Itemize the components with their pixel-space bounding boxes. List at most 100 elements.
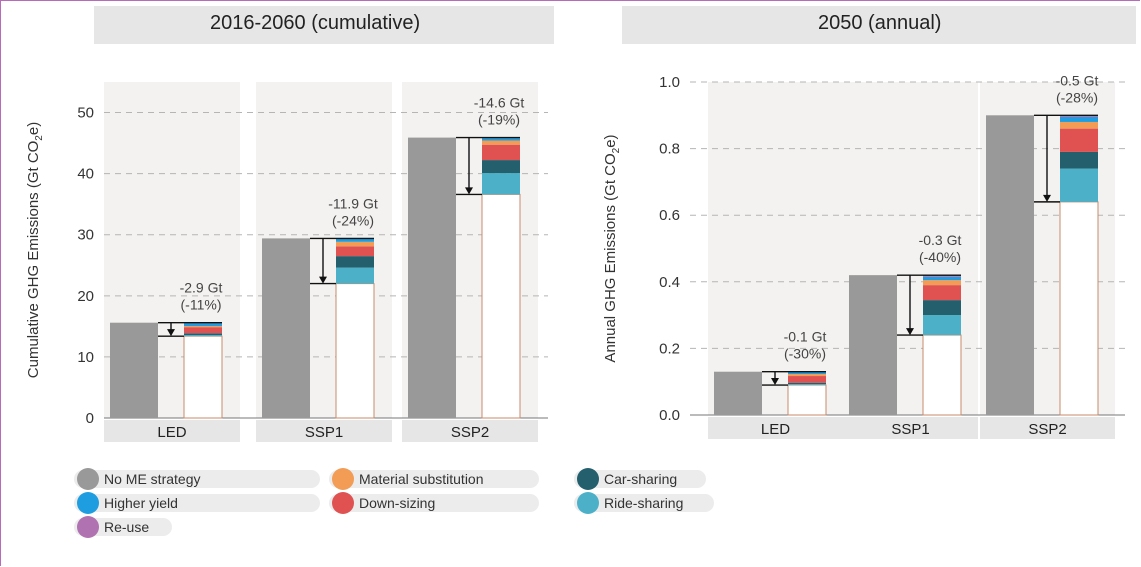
- legend-label-ride-sharing: Ride-sharing: [604, 495, 684, 511]
- panel1-y-tick-label: 20: [77, 288, 94, 305]
- panel2-bar-no-me-strategy-ssp1: [849, 275, 897, 415]
- panel1-annotation-percent-ssp2: (-19%): [478, 112, 520, 128]
- panel1-bar-material-substitution-ssp1: [336, 241, 374, 247]
- panel2-bar-ride-sharing-led: [788, 384, 826, 386]
- panel1-bar-ride-sharing-ssp2: [482, 173, 520, 195]
- panel2-bar-car-sharing-led: [788, 382, 826, 385]
- panel2-bar-ride-sharing-ssp2: [1060, 168, 1098, 202]
- panel1-bar-higher-yield-ssp2: [482, 138, 520, 141]
- panel2-bar-higher-yield-led: [788, 372, 826, 375]
- panel2-bar-car-sharing-ssp1: [923, 300, 961, 316]
- left-title-bar: [94, 6, 554, 44]
- panel1-y-tick-label: 10: [77, 349, 94, 366]
- panel1-bar-down-sizing-led: [184, 327, 222, 334]
- panel1-annotation-percent-led: (-11%): [181, 297, 222, 313]
- panel2-annotation-amount-ssp2: -0.5 Gt: [1056, 72, 1099, 88]
- panel2-y-tick-label: 0.4: [659, 274, 680, 291]
- legend-label-higher-yield: Higher yield: [104, 495, 178, 511]
- legend-item-down-sizing: Down-sizing: [329, 492, 539, 514]
- panel2-annotation-amount-ssp1: -0.3 Gt: [919, 232, 962, 248]
- panel2-reduction-arrowhead-ssp1: [906, 328, 914, 336]
- panel1-annotation-amount-ssp1: -11.9 Gt: [328, 195, 378, 211]
- panel1-bar-down-sizing-ssp1: [336, 246, 374, 257]
- panel1-bar-remaining-ssp2: [481, 193, 521, 419]
- panel2-annotation-percent-ssp2: (-28%): [1056, 89, 1098, 105]
- panel2-y-tick-label: 1.0: [659, 74, 680, 91]
- panel1-bar-higher-yield-led: [184, 323, 222, 327]
- panel1-bar-material-substitution-ssp2: [482, 140, 520, 145]
- panel1-bar-car-sharing-ssp2: [482, 160, 520, 174]
- panel1-y-axis-label: Cumulative GHG Emissions (Gt CO2e): [25, 122, 45, 378]
- panel2-category-band-led: [708, 417, 843, 439]
- panel2-bar-material-substitution-ssp1: [923, 280, 961, 286]
- panel1-bar-car-sharing-ssp1: [336, 256, 374, 268]
- panel2-bar-material-substitution-ssp2: [1060, 121, 1098, 129]
- panel2-bar-down-sizing-led: [788, 376, 826, 383]
- left-panel-title: 2016-2060 (cumulative): [210, 12, 421, 34]
- panel2-bar-remaining-ssp2: [1059, 201, 1099, 416]
- panel2-bar-re-use-ssp1: [923, 275, 961, 277]
- panel2-reduction-arrowhead-ssp2: [1043, 194, 1051, 202]
- panel1-x-tick-label-led: LED: [157, 424, 186, 441]
- legend-swatch-higher-yield: [77, 492, 99, 514]
- panel2-y-tick-label: 0.2: [659, 340, 680, 357]
- panel1-annotation-amount-led: -2.9 Gt: [180, 280, 223, 296]
- panel2-bar-car-sharing-ssp2: [1060, 151, 1098, 169]
- panel1-category-band-ssp2: [402, 420, 538, 442]
- panel2-bar-down-sizing-ssp1: [923, 285, 961, 301]
- panel2-bar-material-substitution-led: [788, 374, 826, 377]
- legend-item-car-sharing: Car-sharing: [574, 468, 706, 490]
- panel2-bar-down-sizing-ssp2: [1060, 128, 1098, 152]
- panel1-bar-ride-sharing-led: [184, 335, 222, 337]
- panel1-category-band-led: [104, 420, 240, 442]
- panel1-bar-remaining-ssp1: [335, 283, 375, 419]
- panel2-x-tick-label-led: LED: [761, 421, 790, 438]
- legend-swatch-no-me-strategy: [77, 468, 99, 490]
- panel2-bar-higher-yield-ssp1: [923, 276, 961, 281]
- panel1-bar-higher-yield-ssp1: [336, 238, 374, 242]
- panel2-category-band-ssp2: [980, 417, 1115, 439]
- panel2-y-axis-label: Annual GHG Emissions (Gt CO2e): [602, 134, 622, 362]
- legend-item-ride-sharing: Ride-sharing: [574, 492, 714, 514]
- panel1-annotation-amount-ssp2: -14.6 Gt: [474, 95, 525, 111]
- panel1-bar-car-sharing-led: [184, 333, 222, 336]
- panel1-bar-ride-sharing-ssp1: [336, 267, 374, 284]
- panel2-annotation-percent-ssp1: (-40%): [919, 249, 961, 265]
- legend-swatch-ride-sharing: [577, 492, 599, 514]
- right-title-bar: [622, 6, 1136, 44]
- legend-label-down-sizing: Down-sizing: [359, 495, 436, 511]
- legend-item-material-substitution: Material substitution: [329, 468, 539, 490]
- legend-item-re-use: Re-use: [74, 516, 172, 538]
- panel2-y-tick-label: 0.8: [659, 141, 680, 158]
- panel2-annotation-amount-led: -0.1 Gt: [784, 329, 827, 345]
- legend-swatch-down-sizing: [332, 492, 354, 514]
- panel1-bar-no-me-strategy-led: [110, 322, 158, 418]
- panel2-y-tick-label: 0.0: [659, 407, 680, 424]
- panel2-bar-no-me-strategy-led: [714, 371, 762, 415]
- panel2-annotation-percent-led: (-30%): [784, 346, 826, 362]
- panel2-bar-remaining-ssp1: [922, 334, 962, 416]
- panel2-bar-ride-sharing-ssp1: [923, 315, 961, 336]
- panel2-bg-led: [708, 82, 843, 415]
- panel1-y-tick-label: 40: [77, 166, 94, 183]
- legend-swatch-re-use: [77, 516, 99, 538]
- panel1-y-tick-label: 0: [86, 410, 94, 427]
- legend-label-re-use: Re-use: [104, 519, 150, 535]
- panel2-bar-higher-yield-ssp2: [1060, 116, 1098, 122]
- panel1-x-tick-label-ssp1: SSP1: [305, 424, 343, 441]
- legend: No ME strategy Material substitution Car…: [74, 468, 754, 560]
- legend-swatch-car-sharing: [577, 468, 599, 490]
- panel1-bar-no-me-strategy-ssp2: [408, 137, 456, 419]
- panel1-bar-remaining-led: [183, 335, 223, 419]
- panel2-bar-no-me-strategy-ssp2: [986, 115, 1034, 416]
- panel1-bar-down-sizing-ssp2: [482, 144, 520, 161]
- legend-label-material-substitution: Material substitution: [359, 471, 484, 487]
- panel2-reduction-arrowhead-led: [771, 378, 779, 386]
- legend-swatch-material-substitution: [332, 468, 354, 490]
- panel2-y-tick-label: 0.6: [659, 207, 680, 224]
- panel2-bar-remaining-led: [787, 384, 827, 416]
- panel1-x-tick-label-ssp2: SSP2: [451, 424, 489, 441]
- panel2-bar-re-use-ssp2: [1060, 115, 1098, 117]
- panel1-y-tick-label: 30: [77, 227, 94, 244]
